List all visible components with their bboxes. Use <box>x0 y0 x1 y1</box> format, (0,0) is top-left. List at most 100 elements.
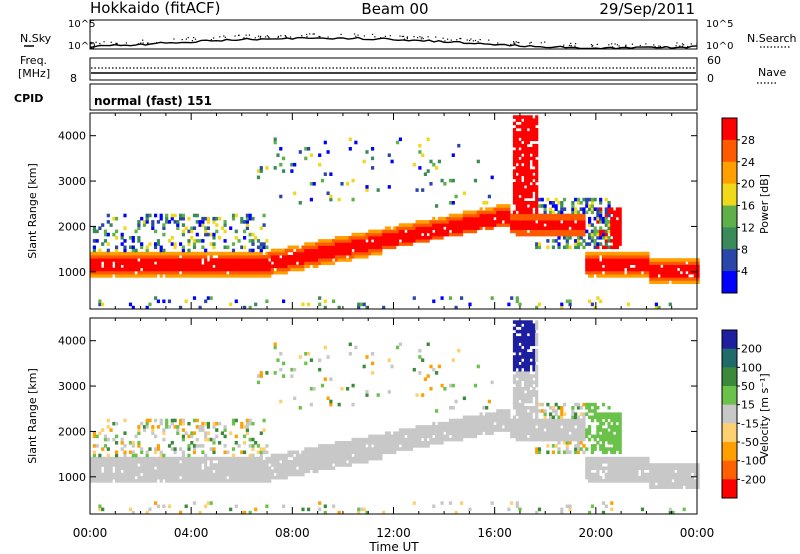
vel-cell <box>660 469 664 474</box>
vel-cell <box>624 456 628 461</box>
power-cell <box>515 197 519 202</box>
power-cell <box>610 239 614 243</box>
vel-cell <box>159 475 163 480</box>
power-cell <box>615 258 619 262</box>
vel-cell <box>240 460 244 464</box>
power-cell <box>532 201 536 205</box>
power-cell <box>529 115 533 119</box>
vel-cell <box>293 456 297 461</box>
power-cell <box>515 204 519 208</box>
vel-cell <box>615 434 619 439</box>
power-cell <box>254 236 258 240</box>
vel-cell <box>512 425 517 429</box>
vel-cell <box>198 475 202 480</box>
power-cell <box>159 258 163 262</box>
vel-cell <box>359 447 364 451</box>
vel-cell <box>282 504 286 509</box>
power-cell <box>529 147 533 151</box>
power-cell <box>256 270 261 275</box>
power-cell <box>162 232 166 237</box>
noise-search-point <box>529 42 531 44</box>
power-cell <box>337 239 341 243</box>
vel-cell <box>245 418 249 423</box>
power-cell <box>571 223 575 227</box>
vel-cell <box>576 437 581 442</box>
power-cell <box>546 229 550 234</box>
vel-cell <box>649 482 653 486</box>
vel-cell <box>624 475 628 480</box>
power-cell <box>123 261 127 265</box>
power-cell <box>323 258 327 262</box>
power-cell <box>654 264 658 269</box>
vel-cell <box>485 428 489 432</box>
noise-search-point <box>340 33 342 35</box>
power-cell <box>524 121 528 126</box>
power-cell <box>315 264 319 269</box>
vel-cell <box>226 466 230 470</box>
vel-cell <box>209 479 213 483</box>
power-cell <box>301 245 305 250</box>
vel-cell <box>359 460 364 464</box>
power-cell <box>551 216 555 221</box>
power-cell <box>248 232 252 237</box>
power-cell <box>329 251 333 256</box>
vel-cell <box>529 393 533 397</box>
vel-cell <box>518 415 522 420</box>
vel-cell <box>404 437 408 442</box>
vel-cell <box>677 475 681 480</box>
power-cell <box>593 245 597 250</box>
power-cell <box>654 305 658 310</box>
vel-cell <box>460 437 464 442</box>
power-cell <box>251 248 255 253</box>
vel-cell <box>423 434 427 439</box>
power-cell <box>237 251 241 256</box>
vel-cell <box>574 421 578 426</box>
vel-cell <box>576 421 581 426</box>
power-cell <box>443 229 447 234</box>
power-cell <box>396 236 400 240</box>
vel-cell <box>259 371 263 375</box>
vel-cell <box>170 418 174 423</box>
power-cell <box>190 270 194 275</box>
power-cell <box>237 258 241 262</box>
power-cell <box>376 229 380 234</box>
vel-cell <box>117 460 121 464</box>
vel-cell <box>440 383 444 388</box>
vel-cell <box>162 472 166 477</box>
power-cell <box>287 261 291 265</box>
vel-cell <box>596 472 600 477</box>
velocity-heatmap <box>90 320 700 515</box>
vel-cell <box>448 383 453 388</box>
vel-cell <box>251 444 255 448</box>
vel-cell <box>245 466 249 470</box>
power-cell <box>443 232 447 237</box>
vel-cell <box>618 441 622 445</box>
vel-cell <box>418 441 422 445</box>
vel-cell <box>576 406 581 410</box>
power-cell <box>273 255 277 259</box>
vel-cell <box>546 444 550 448</box>
vel-cell <box>348 450 352 455</box>
power-cell <box>387 226 391 230</box>
vel-cell <box>209 447 213 451</box>
power-cell <box>282 270 286 275</box>
vel-cell <box>563 450 567 455</box>
power-cell <box>590 261 594 265</box>
power-cell <box>409 232 414 237</box>
power-cell <box>373 251 377 256</box>
power-cell <box>209 251 213 256</box>
noise-search-point <box>413 36 415 38</box>
noise-search-point <box>497 42 499 44</box>
power-cell <box>101 242 105 246</box>
vel-cell <box>524 377 528 381</box>
power-cell <box>448 223 453 227</box>
power-cell <box>512 201 517 205</box>
vel-cell <box>354 450 358 455</box>
vel-cell <box>92 453 96 458</box>
noise-search-point <box>267 36 269 38</box>
vel-cell <box>535 355 539 359</box>
power-cell <box>596 236 600 240</box>
vel-cell <box>404 428 408 432</box>
vel-cell <box>92 444 96 448</box>
vel-cell <box>524 358 528 362</box>
